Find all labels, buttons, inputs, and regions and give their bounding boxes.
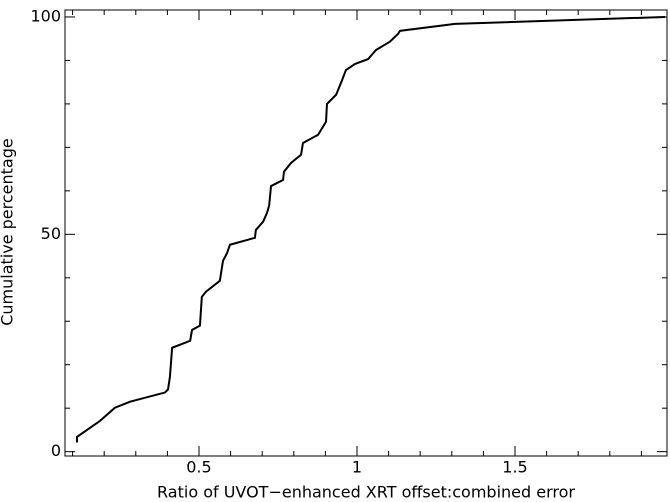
- x-axis-label: Ratio of UVOT−enhanced XRT offset:combin…: [157, 483, 575, 502]
- y-tick-label: 50: [41, 224, 61, 243]
- y-tick-label: 0: [51, 441, 61, 460]
- x-tick-label: 0.5: [186, 458, 211, 477]
- data-line: [76, 15, 666, 443]
- x-tick-label: 1.5: [502, 458, 527, 477]
- x-tick-label: 1: [352, 458, 362, 477]
- y-tick-label: 100: [30, 6, 61, 25]
- y-axis-label: Cumulative percentage: [0, 138, 17, 326]
- plot-frame: [64, 9, 668, 457]
